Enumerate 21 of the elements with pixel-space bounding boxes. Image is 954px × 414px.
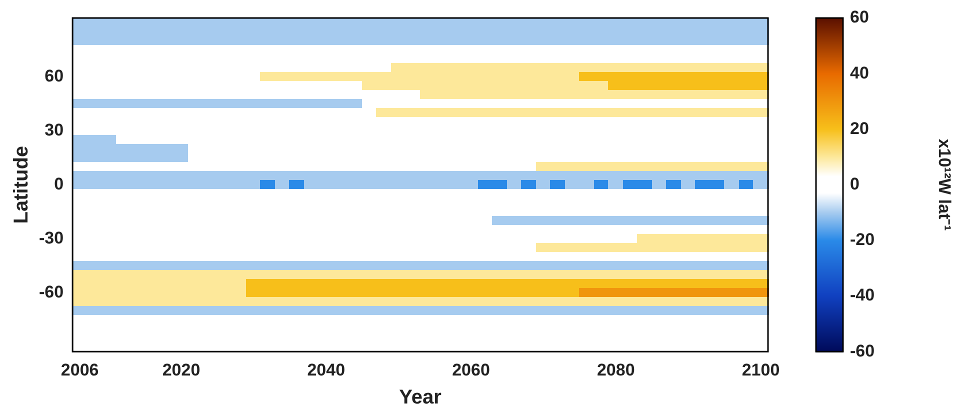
x-tick-label: 2060 — [452, 360, 490, 380]
y-tick-label: 60 — [44, 66, 64, 86]
color-bar-label: 0 — [850, 174, 860, 194]
color-bar-label: 60 — [850, 8, 869, 27]
x-tick-label: 2080 — [596, 360, 635, 380]
x-axis-title: Year — [399, 386, 442, 409]
color-bar-label: 20 — [850, 118, 869, 138]
color-bar-label: 40 — [850, 63, 869, 82]
color-bar-label: -20 — [850, 230, 875, 250]
x-tick-label: 2006 — [60, 360, 99, 380]
y-axis-title: Latitude — [10, 146, 33, 224]
color-bar-label: -40 — [850, 286, 875, 305]
y-tick-label: -30 — [38, 228, 64, 248]
x-tick-label: 2100 — [742, 360, 780, 380]
y-tick-label: 30 — [44, 120, 64, 140]
color-bar-title: x10¹²W lat⁻¹ — [935, 138, 954, 232]
color-bar-label: -60 — [850, 341, 875, 360]
y-tick-label: -60 — [38, 282, 64, 302]
y-tick-label: 0 — [54, 174, 64, 194]
x-tick-label: 2040 — [307, 360, 346, 380]
x-tick-label: 2020 — [162, 360, 200, 380]
